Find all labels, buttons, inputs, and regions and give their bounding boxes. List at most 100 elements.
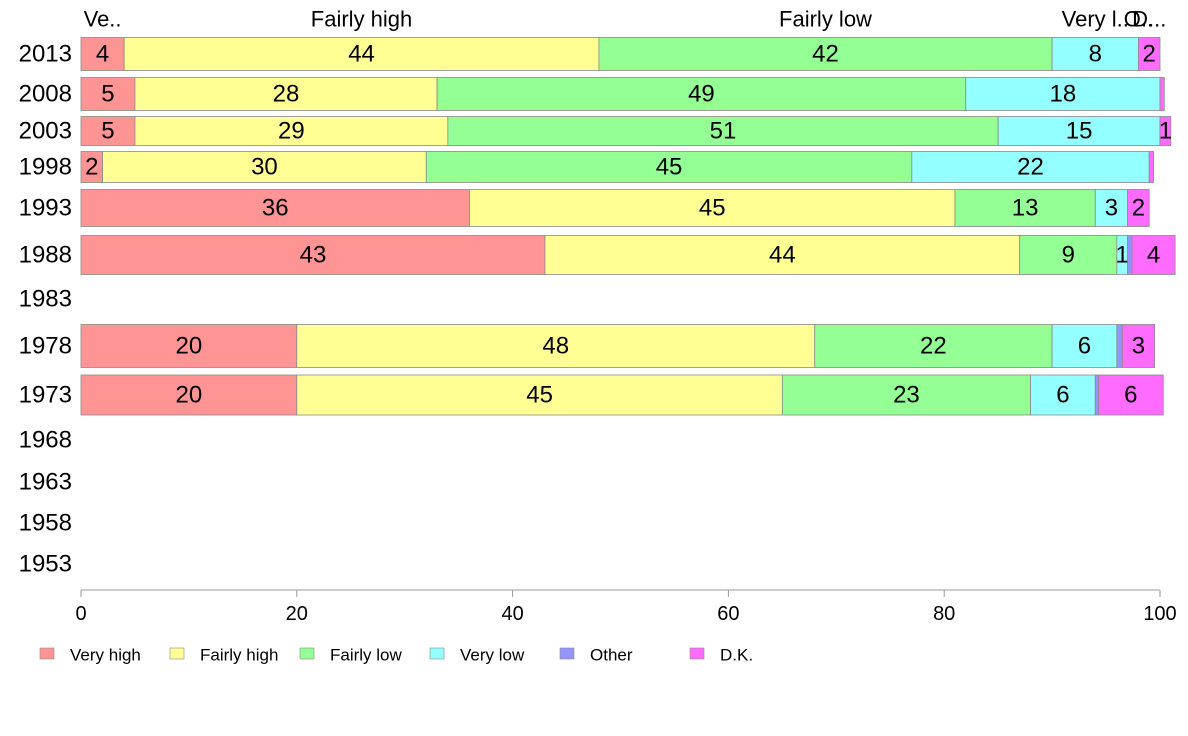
data-label: 42 xyxy=(812,41,839,68)
bar-segment xyxy=(134,77,438,111)
bar-segment xyxy=(1098,374,1164,416)
bar-segment xyxy=(1019,235,1118,275)
y-tick-label: 1973 xyxy=(19,382,72,409)
data-label: 44 xyxy=(769,242,796,269)
y-axis-labels: 2013 2008 2003 1998 1993 1988 1983 1978 1973 1968… xyxy=(19,41,72,578)
bar-segment xyxy=(954,189,1096,227)
bar-segment xyxy=(80,116,136,146)
data-label: 5 xyxy=(101,118,114,145)
x-tick-label: 40 xyxy=(501,603,523,625)
y-tick-label: 1978 xyxy=(19,333,72,360)
data-label: 44 xyxy=(348,41,375,68)
data-label: 3 xyxy=(1105,195,1118,222)
x-tick-label: 60 xyxy=(717,603,739,625)
data-label: 23 xyxy=(893,382,920,409)
bar-segment xyxy=(911,151,1150,183)
bar-row-1988: 43 44 9 1 4 xyxy=(80,235,1176,275)
bar-segment xyxy=(1131,235,1176,275)
data-label: 2 xyxy=(1132,195,1145,222)
y-tick-label: 1998 xyxy=(19,154,72,181)
data-label: 20 xyxy=(176,382,203,409)
legend-item: Fairly low xyxy=(299,646,403,665)
top-category-labels: Ve.. Fairly high Fairly low Very l..O..D... xyxy=(84,7,1167,32)
bar-segment xyxy=(1094,374,1099,416)
data-label: 29 xyxy=(278,118,305,145)
y-tick-label: 2003 xyxy=(19,118,72,145)
bar-segment xyxy=(1094,189,1129,227)
legend-item: Very high xyxy=(39,646,141,665)
bar-segment xyxy=(1127,235,1133,275)
y-tick-label: 2013 xyxy=(19,41,72,68)
data-label: 51 xyxy=(710,118,737,145)
bar-segment xyxy=(1148,151,1154,183)
legend-item: Other xyxy=(559,646,633,665)
legend-item: D.K. xyxy=(689,646,753,665)
bar-segment xyxy=(1051,37,1139,71)
y-tick-label: 1988 xyxy=(19,242,72,269)
data-label: 48 xyxy=(542,333,569,360)
bar-segment xyxy=(436,77,967,111)
x-tick-label: 100 xyxy=(1143,603,1176,625)
data-label: 1 xyxy=(1159,118,1172,145)
bar-row-1993: 36 45 13 3 2 xyxy=(80,189,1150,227)
top-label: Very l.. xyxy=(1062,7,1129,32)
legend-swatch xyxy=(689,647,705,660)
x-tick-label: 80 xyxy=(933,603,955,625)
data-label: 6 xyxy=(1078,333,1091,360)
y-tick-label: 1963 xyxy=(19,469,72,496)
legend-swatch xyxy=(559,647,575,660)
y-tick-label: 1953 xyxy=(19,551,72,578)
bar-segment xyxy=(447,116,999,146)
bar-segment xyxy=(1116,324,1123,368)
data-label: 49 xyxy=(688,81,715,108)
bar-segment xyxy=(80,374,298,416)
bar-segment xyxy=(123,37,600,71)
x-tick-label: 20 xyxy=(286,603,308,625)
data-label: 28 xyxy=(273,81,300,108)
data-label: 15 xyxy=(1066,118,1093,145)
data-label: 6 xyxy=(1056,382,1069,409)
bar-row-2008: 5 28 49 18 xyxy=(80,77,1165,111)
top-label: Fairly low xyxy=(779,7,872,32)
data-label: 43 xyxy=(300,242,327,269)
legend-swatch xyxy=(39,647,55,660)
bar-segment xyxy=(134,116,449,146)
bar-segment xyxy=(1159,116,1172,146)
legend-label: D.K. xyxy=(720,646,753,665)
bar-row-1998: 2 30 45 22 xyxy=(80,151,1154,183)
top-label: D... xyxy=(1132,7,1166,32)
bar-row-1973: 20 45 23 6 6 xyxy=(80,374,1164,416)
top-label: Fairly high xyxy=(311,7,412,32)
data-label: 8 xyxy=(1089,41,1102,68)
bar-segment xyxy=(80,37,125,71)
data-label: 5 xyxy=(101,81,114,108)
data-label: 22 xyxy=(1017,154,1044,181)
bar-segment xyxy=(80,324,298,368)
bar-segment xyxy=(1030,374,1096,416)
data-label: 20 xyxy=(176,333,203,360)
bar-segment xyxy=(102,151,427,183)
bar-segment xyxy=(814,324,1053,368)
bar-segment xyxy=(544,235,1021,275)
data-label: 18 xyxy=(1050,81,1077,108)
x-tick-label: 0 xyxy=(75,603,86,625)
bar-segment xyxy=(80,77,136,111)
top-label: Ve.. xyxy=(84,7,122,32)
bar-segment xyxy=(997,116,1161,146)
bar-segment xyxy=(80,235,546,275)
data-label: 6 xyxy=(1124,382,1137,409)
legend: Very high Fairly high Fairly low Very low Ot… xyxy=(39,646,753,665)
bar-row-2003: 5 29 51 15 1 xyxy=(80,116,1172,146)
data-label: 45 xyxy=(656,154,683,181)
data-label: 36 xyxy=(262,195,289,222)
legend-label: Fairly low xyxy=(330,646,403,665)
data-label: 22 xyxy=(920,333,947,360)
legend-label: Fairly high xyxy=(200,646,278,665)
bar-segment xyxy=(781,374,1031,416)
bar-segment xyxy=(598,37,1053,71)
bar-row-1978: 20 48 22 6 3 xyxy=(80,324,1156,368)
legend-item: Very low xyxy=(429,646,525,665)
bar-segment xyxy=(425,151,913,183)
